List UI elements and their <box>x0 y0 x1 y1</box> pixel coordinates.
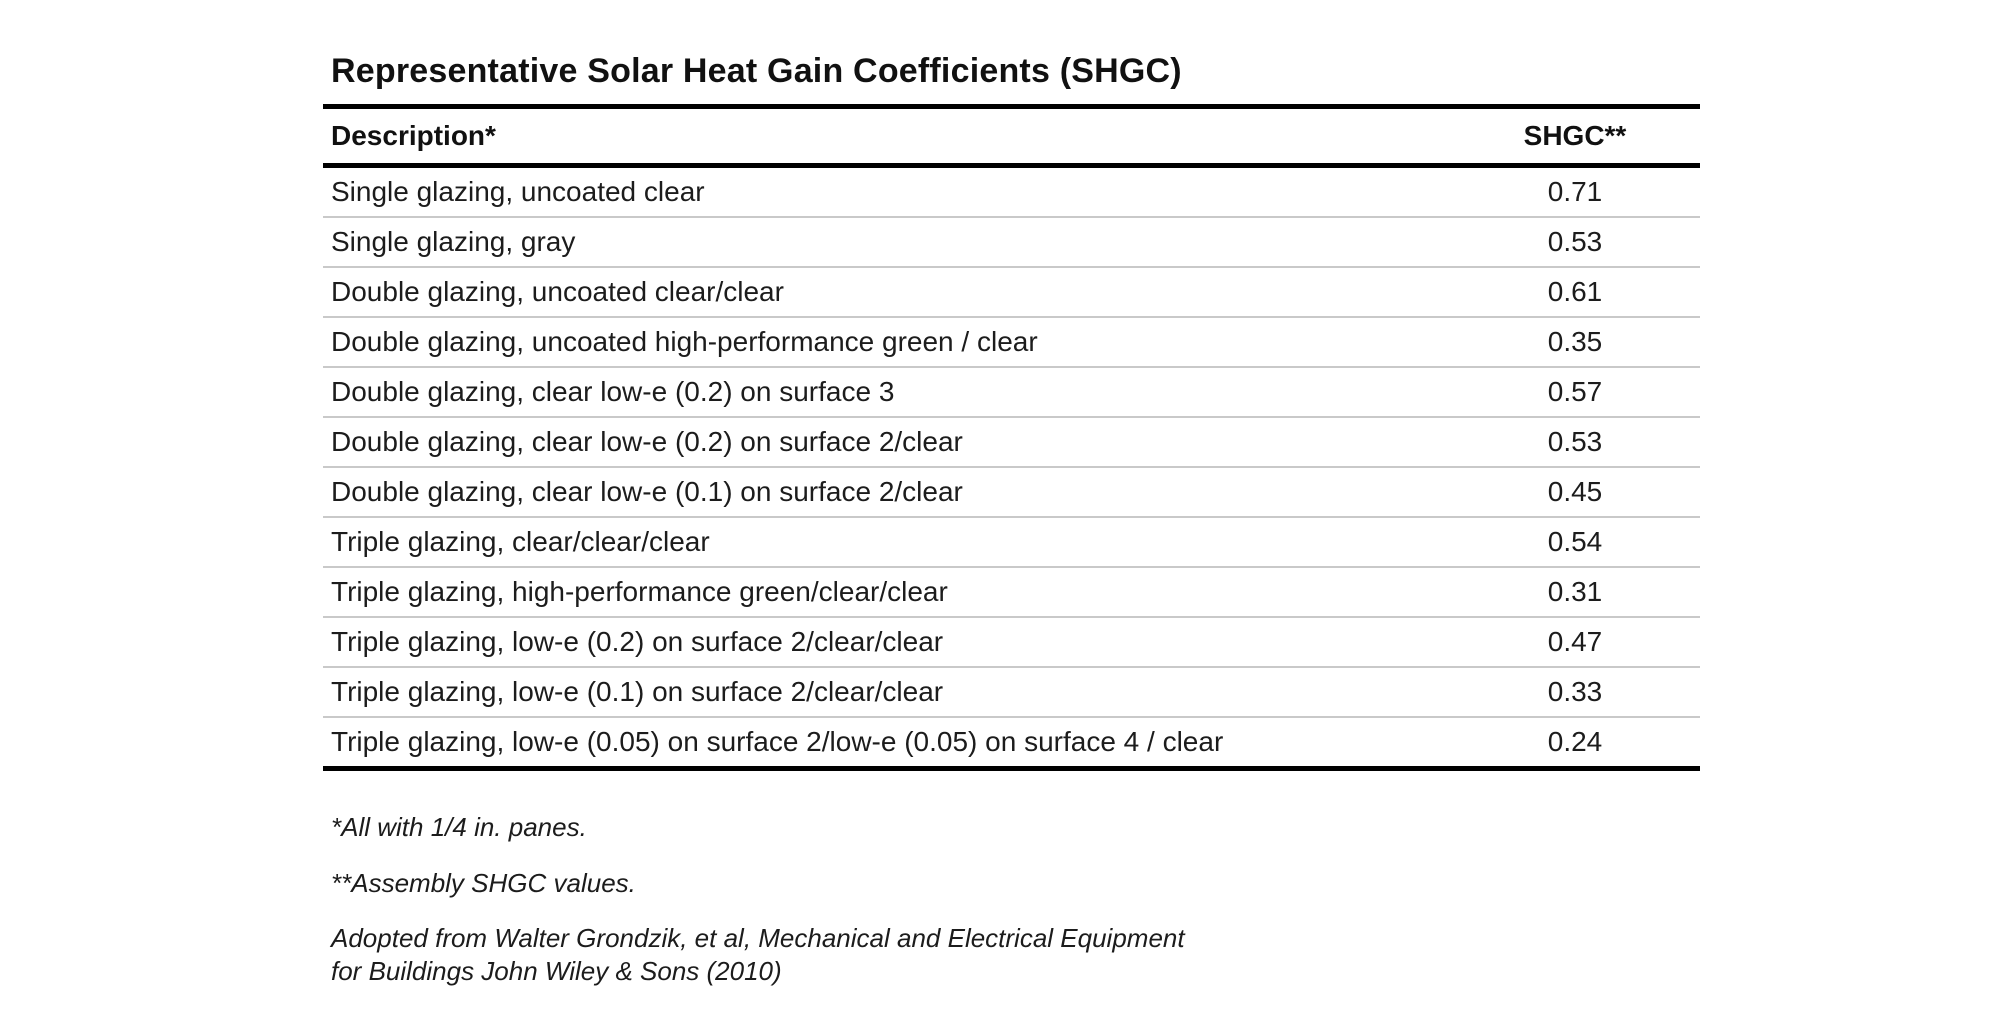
table-header: Description* SHGC** <box>323 106 1700 168</box>
citation: Adopted from Walter Grondzik, et al, Mec… <box>331 922 1700 987</box>
table-row: Single glazing, uncoated clear 0.71 <box>323 165 1700 218</box>
citation-line-1: Adopted from Walter Grondzik, et al, Mec… <box>331 923 1185 953</box>
footnotes: *All with 1/4 in. panes. **Assembly SHGC… <box>331 811 1700 987</box>
description-cell: Triple glazing, low-e (0.2) on surface 2… <box>323 617 1450 668</box>
shgc-cell: 0.24 <box>1547 726 1603 757</box>
description-cell: Double glazing, uncoated clear/clear <box>323 267 1450 318</box>
page-title: Representative Solar Heat Gain Coefficie… <box>331 52 1182 90</box>
description-cell: Triple glazing, clear/clear/clear <box>323 517 1450 568</box>
column-header-shgc: SHGC** <box>1450 106 1700 168</box>
shgc-cell: 0.45 <box>1450 467 1700 518</box>
table-row: Triple glazing, low-e (0.2) on surface 2… <box>323 617 1700 668</box>
table-row: Triple glazing, low-e (0.05) on surface … <box>323 717 1700 769</box>
shgc-cell: 0.61 <box>1450 267 1700 318</box>
shgc-cell: 0.57 <box>1450 367 1700 418</box>
description-cell: Triple glazing, low-e (0.05) on surface … <box>331 726 1224 757</box>
footnote-panes: *All with 1/4 in. panes. <box>331 812 587 842</box>
shgc-cell: 0.53 <box>1450 217 1700 268</box>
citation-line-2: for Buildings John Wiley & Sons (2010) <box>331 955 782 986</box>
table-row: Triple glazing, low-e (0.1) on surface 2… <box>323 667 1700 718</box>
description-cell: Triple glazing, low-e (0.1) on surface 2… <box>323 667 1450 718</box>
table-row: Double glazing, uncoated high-performanc… <box>323 317 1700 368</box>
description-cell: Double glazing, clear low-e (0.2) on sur… <box>323 367 1450 418</box>
shgc-document: Representative Solar Heat Gain Coefficie… <box>323 52 1700 1010</box>
description-cell: Double glazing, uncoated high-performanc… <box>323 317 1450 368</box>
table-row: Single glazing, gray 0.53 <box>323 217 1700 268</box>
table-row: Double glazing, clear low-e (0.1) on sur… <box>323 467 1700 518</box>
shgc-cell: 0.47 <box>1450 617 1700 668</box>
table-row: Triple glazing, high-performance green/c… <box>323 567 1700 618</box>
table-row: Double glazing, clear low-e (0.2) on sur… <box>323 367 1700 418</box>
table-row: Double glazing, clear low-e (0.2) on sur… <box>323 417 1700 468</box>
shgc-cell: 0.54 <box>1450 517 1700 568</box>
shgc-cell: 0.71 <box>1450 165 1700 218</box>
column-header-description: Description* <box>323 106 1450 168</box>
description-cell: Double glazing, clear low-e (0.1) on sur… <box>323 467 1450 518</box>
table-body: Single glazing, uncoated clear 0.71 Sing… <box>323 165 1700 769</box>
table-row: Double glazing, uncoated clear/clear 0.6… <box>323 267 1700 318</box>
shgc-table: Description* SHGC** Single glazing, unco… <box>323 104 1700 771</box>
shgc-cell: 0.31 <box>1450 567 1700 618</box>
table-row: Triple glazing, clear/clear/clear 0.54 <box>323 517 1700 568</box>
shgc-cell: 0.53 <box>1450 417 1700 468</box>
header-row: Description* SHGC** <box>323 106 1700 168</box>
description-cell: Single glazing, uncoated clear <box>323 165 1450 218</box>
description-cell: Double glazing, clear low-e (0.2) on sur… <box>323 417 1450 468</box>
shgc-cell: 0.33 <box>1450 667 1700 718</box>
footnote-assembly: **Assembly SHGC values. <box>331 867 636 898</box>
description-cell: Triple glazing, high-performance green/c… <box>323 567 1450 618</box>
description-cell: Single glazing, gray <box>323 217 1450 268</box>
shgc-cell: 0.35 <box>1450 317 1700 368</box>
